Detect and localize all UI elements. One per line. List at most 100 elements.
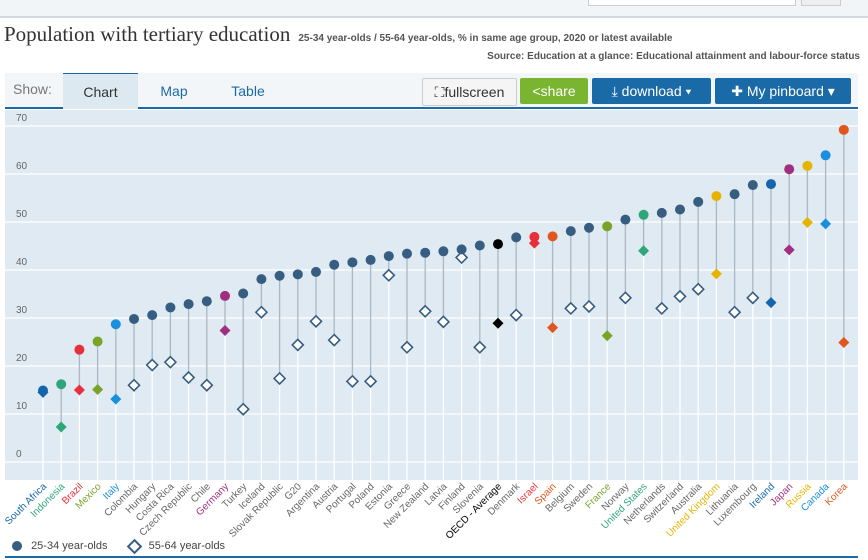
legend-diamond-icon	[126, 538, 142, 554]
y-tick-label: 0	[16, 449, 22, 460]
dot-25-34	[220, 290, 230, 301]
dot-25-34	[147, 310, 158, 321]
show-label: Show:	[13, 81, 52, 97]
dot-25-34	[584, 222, 594, 233]
tab-table[interactable]: Table	[231, 83, 265, 99]
diamond-55-64	[601, 330, 613, 342]
dot-25-34	[511, 232, 522, 243]
dot-25-34	[438, 246, 449, 257]
dot-25-34	[656, 207, 667, 218]
search-button[interactable]	[801, 0, 841, 6]
diamond-55-64	[838, 336, 850, 348]
dot-25-34	[165, 302, 176, 313]
diamond-55-64	[345, 374, 360, 388]
tab-chart[interactable]: Chart	[63, 73, 138, 109]
diamond-55-64	[710, 268, 722, 280]
download-icon: ⤓	[611, 83, 622, 99]
dot-25-34	[274, 270, 285, 281]
share-button[interactable]: <share	[520, 78, 588, 104]
diamond-55-64	[691, 282, 705, 296]
diamond-55-64	[783, 244, 795, 256]
dot-25-34	[529, 231, 540, 242]
subtitle: 25-34 year-olds / 55-64 year-olds, % in …	[298, 33, 673, 44]
dot-25-34	[675, 204, 685, 215]
diamond-55-64	[509, 308, 523, 322]
dot-25-34	[402, 248, 412, 259]
pinboard-label: My pinboard ▾	[746, 83, 835, 99]
diamond-55-64	[473, 340, 487, 354]
diamond-55-64	[454, 250, 469, 265]
dot-25-34	[420, 247, 431, 258]
dot-25-34	[56, 379, 67, 390]
dot-25-34	[766, 179, 776, 190]
diamond-55-64	[564, 301, 578, 316]
diamond-55-64	[673, 289, 687, 304]
share-icon: <	[532, 83, 541, 99]
diamond-55-64	[272, 371, 287, 386]
diamond-55-64	[110, 393, 122, 405]
y-tick-label: 10	[16, 401, 28, 412]
tab-map[interactable]: Map	[160, 83, 188, 99]
y-tick-label: 60	[16, 161, 28, 172]
plot-background	[5, 110, 858, 480]
diamond-55-64	[73, 384, 85, 396]
pin-icon: ✚	[731, 83, 747, 99]
share-label: share	[540, 83, 576, 99]
dot-25-34	[784, 164, 795, 175]
dot-25-34	[547, 231, 558, 242]
dot-25-34	[474, 240, 485, 251]
y-tick-label: 20	[16, 353, 28, 364]
y-tick-label: 40	[16, 257, 28, 268]
dot-25-34	[365, 254, 376, 265]
dot-25-34	[638, 209, 649, 220]
bottom-rule	[5, 556, 858, 558]
diamond-55-64	[436, 315, 451, 329]
diamond-55-64	[127, 378, 141, 392]
download-button[interactable]: ⤓ download ▾	[592, 78, 711, 104]
y-tick-label: 70	[16, 113, 28, 124]
diamond-55-64	[219, 324, 231, 336]
diamond-55-64	[163, 355, 178, 369]
dot-25-34	[110, 319, 121, 330]
pinboard-button[interactable]: ✚ My pinboard ▾	[715, 78, 851, 104]
dot-25-34	[238, 288, 249, 299]
dot-25-34	[311, 266, 321, 277]
dot-25-34	[256, 274, 267, 285]
dot-25-34	[74, 344, 85, 355]
diamond-55-64	[655, 301, 669, 316]
dot-25-34	[620, 214, 631, 225]
diamond-55-64	[727, 305, 742, 319]
dot-25-34	[347, 257, 358, 268]
dot-25-34	[802, 160, 813, 171]
fullscreen-label: fullscreen	[444, 84, 505, 100]
dot-25-34	[329, 259, 340, 270]
diamond-55-64	[746, 291, 760, 305]
dot-25-34	[292, 269, 303, 280]
search-input[interactable]	[588, 0, 796, 6]
dot-25-34	[201, 296, 212, 307]
diamond-55-64	[638, 245, 650, 257]
legend-circle-icon	[12, 541, 22, 552]
dot-25-34	[183, 299, 194, 310]
diamond-55-64	[418, 304, 432, 318]
diamond-55-64	[820, 218, 832, 230]
diamond-55-64	[181, 370, 196, 385]
y-tick-label: 30	[16, 305, 28, 316]
dot-25-34	[693, 196, 704, 207]
dot-25-34	[729, 189, 740, 200]
dot-25-34	[38, 385, 48, 396]
diamond-55-64	[200, 378, 214, 392]
diamond-55-64	[145, 358, 159, 372]
y-tick-label: 50	[16, 209, 28, 220]
toolbar: Show: Chart Map Table ⛶fullscreen <share…	[5, 73, 858, 109]
fullscreen-button[interactable]: ⛶fullscreen	[422, 78, 517, 106]
fullscreen-icon: ⛶	[434, 84, 445, 100]
dot-25-34	[456, 244, 467, 255]
dot-25-34	[602, 221, 613, 232]
diamond-55-64	[254, 305, 269, 319]
dot-25-34	[493, 239, 503, 250]
dot-25-34	[838, 124, 849, 135]
dot-25-34	[747, 180, 758, 191]
diamond-55-64	[400, 340, 414, 354]
page-title: Population with tertiary education 25-34 …	[4, 22, 672, 47]
